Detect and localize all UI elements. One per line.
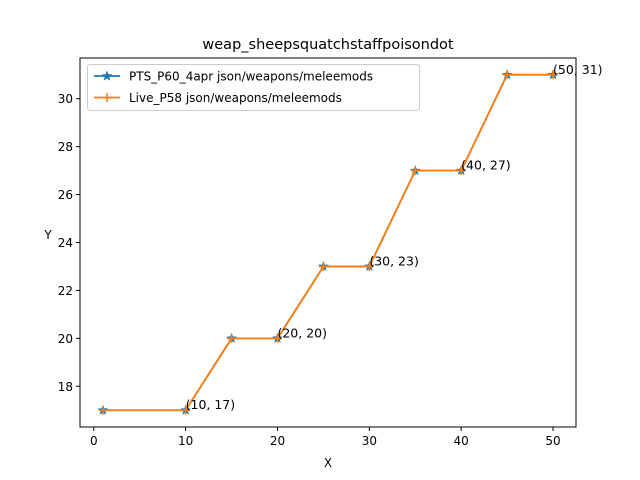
y-tick-label: 26 — [58, 188, 73, 202]
x-tick-label: 10 — [178, 434, 193, 448]
y-tick-label: 18 — [58, 380, 73, 394]
x-tick-label: 50 — [545, 434, 560, 448]
x-axis-label: X — [324, 456, 332, 470]
legend: PTS_P60_4apr json/weapons/meleemods Live_… — [87, 64, 420, 111]
axis-ticks: 0 10 20 30 40 50 18 20 22 24 26 28 30 — [58, 92, 561, 448]
point-annotation: (20, 20) — [277, 325, 327, 340]
data-point — [227, 333, 237, 343]
y-tick-label: 30 — [58, 92, 73, 106]
point-annotation: (50, 31) — [553, 62, 603, 77]
legend-label: Live_P58 json/weapons/meleemods — [129, 91, 342, 105]
data-point — [456, 166, 466, 176]
y-tick-label: 22 — [58, 284, 73, 298]
data-point — [364, 261, 374, 271]
legend-marker — [102, 93, 112, 102]
data-point — [181, 405, 191, 415]
data-point — [548, 70, 558, 80]
data-point — [98, 405, 108, 415]
legend-box — [87, 64, 420, 111]
x-tick-label: 20 — [270, 434, 285, 448]
y-axis-label: Y — [43, 228, 52, 242]
series-line — [102, 73, 554, 412]
x-tick-label: 0 — [90, 434, 98, 448]
point-annotation: (10, 17) — [186, 397, 236, 412]
y-tick-label: 24 — [58, 236, 73, 250]
data-point — [318, 261, 328, 271]
data-point — [410, 166, 420, 176]
x-tick-label: 40 — [454, 434, 469, 448]
legend-label: PTS_P60_4apr json/weapons/meleemods — [129, 70, 373, 84]
y-tick-label: 20 — [58, 332, 73, 346]
data-point — [502, 70, 512, 80]
series-2 — [98, 70, 558, 415]
y-tick-label: 28 — [58, 140, 73, 154]
x-tick-label: 30 — [362, 434, 377, 448]
point-annotation: (40, 27) — [461, 158, 511, 173]
point-annotation: (30, 23) — [369, 253, 419, 268]
legend-marker — [101, 70, 113, 81]
chart-title: weap_sheepsquatchstaffpoisondot — [202, 37, 454, 53]
data-point — [272, 333, 282, 343]
plot-area: (10, 17) (20, 20) (30, 23) (40, 27) (50, 31) — [97, 62, 603, 415]
